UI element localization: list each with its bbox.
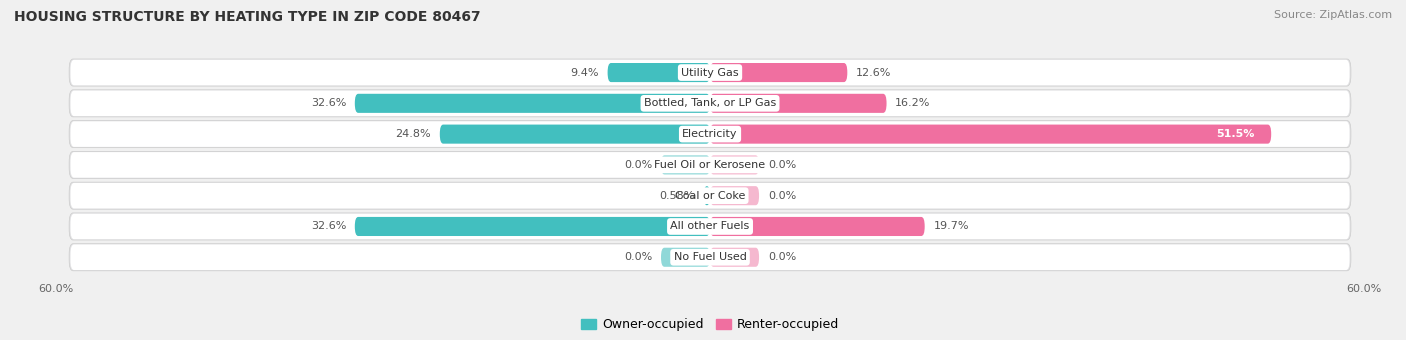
FancyBboxPatch shape [70,152,1350,178]
FancyBboxPatch shape [710,186,759,205]
Text: 32.6%: 32.6% [311,98,346,108]
FancyBboxPatch shape [69,213,1351,240]
Text: Bottled, Tank, or LP Gas: Bottled, Tank, or LP Gas [644,98,776,108]
FancyBboxPatch shape [69,121,1351,148]
FancyBboxPatch shape [710,124,1271,144]
Text: 0.58%: 0.58% [659,191,695,201]
FancyBboxPatch shape [70,90,1350,116]
Text: All other Fuels: All other Fuels [671,221,749,232]
Text: 0.0%: 0.0% [768,191,796,201]
FancyBboxPatch shape [70,214,1350,239]
Text: HOUSING STRUCTURE BY HEATING TYPE IN ZIP CODE 80467: HOUSING STRUCTURE BY HEATING TYPE IN ZIP… [14,10,481,24]
FancyBboxPatch shape [710,217,925,236]
Text: 9.4%: 9.4% [571,68,599,78]
Legend: Owner-occupied, Renter-occupied: Owner-occupied, Renter-occupied [575,313,845,336]
Text: Electricity: Electricity [682,129,738,139]
FancyBboxPatch shape [354,217,710,236]
FancyBboxPatch shape [70,244,1350,270]
FancyBboxPatch shape [70,121,1350,147]
Text: Coal or Coke: Coal or Coke [675,191,745,201]
FancyBboxPatch shape [69,59,1351,86]
Text: Source: ZipAtlas.com: Source: ZipAtlas.com [1274,10,1392,20]
Text: 51.5%: 51.5% [1216,129,1256,139]
FancyBboxPatch shape [70,183,1350,208]
FancyBboxPatch shape [69,151,1351,179]
FancyBboxPatch shape [710,94,887,113]
FancyBboxPatch shape [70,60,1350,85]
Text: 19.7%: 19.7% [934,221,969,232]
FancyBboxPatch shape [710,63,848,82]
Text: No Fuel Used: No Fuel Used [673,252,747,262]
FancyBboxPatch shape [661,155,710,174]
FancyBboxPatch shape [69,182,1351,209]
Text: 0.0%: 0.0% [624,160,652,170]
Text: 0.0%: 0.0% [768,160,796,170]
Text: Fuel Oil or Kerosene: Fuel Oil or Kerosene [654,160,766,170]
Text: 0.0%: 0.0% [768,252,796,262]
FancyBboxPatch shape [710,155,759,174]
Text: 16.2%: 16.2% [896,98,931,108]
Text: 0.0%: 0.0% [624,252,652,262]
FancyBboxPatch shape [607,63,710,82]
FancyBboxPatch shape [440,124,710,144]
FancyBboxPatch shape [710,248,759,267]
Text: 24.8%: 24.8% [395,129,432,139]
FancyBboxPatch shape [69,244,1351,271]
FancyBboxPatch shape [69,90,1351,117]
Text: 12.6%: 12.6% [856,68,891,78]
FancyBboxPatch shape [661,248,710,267]
FancyBboxPatch shape [704,186,710,205]
FancyBboxPatch shape [354,94,710,113]
Text: 32.6%: 32.6% [311,221,346,232]
Text: Utility Gas: Utility Gas [682,68,738,78]
